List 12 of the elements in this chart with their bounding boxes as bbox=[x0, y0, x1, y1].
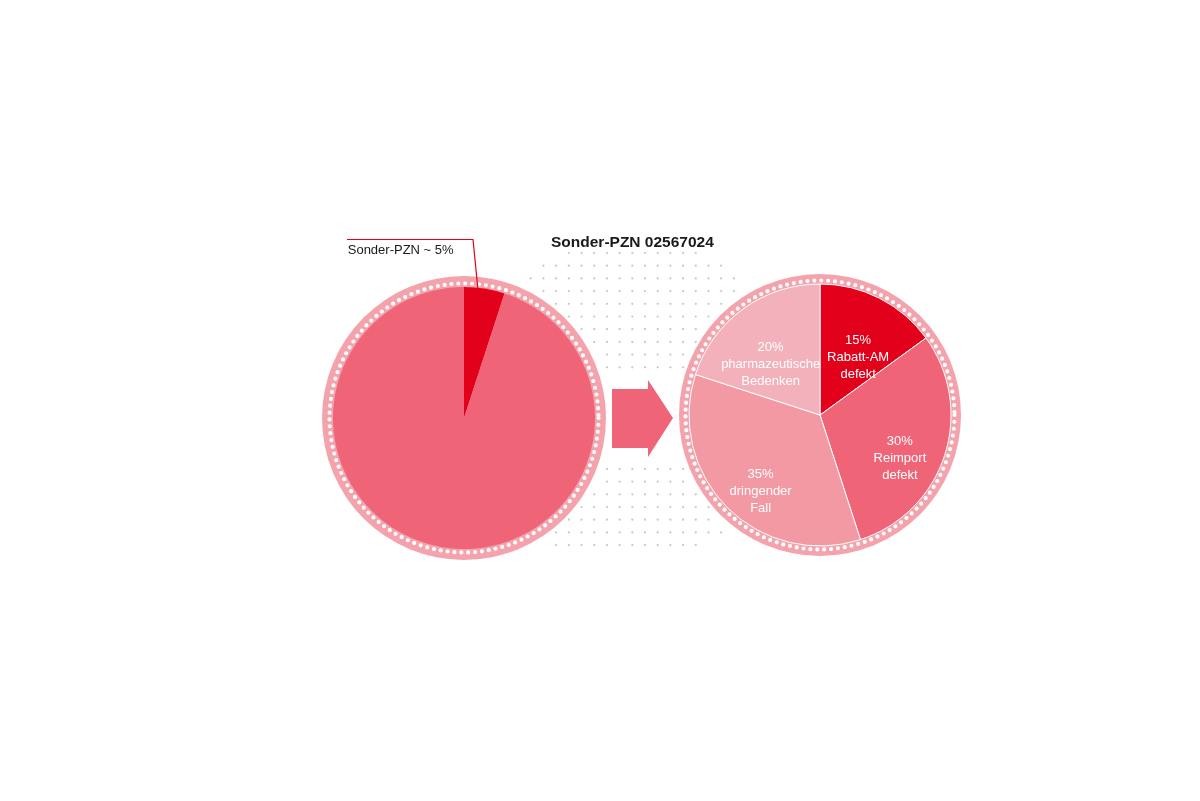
data-label: 15% bbox=[845, 332, 872, 348]
slice-label: pharmazeutische Bedenken bbox=[721, 356, 821, 389]
data-label: 20% bbox=[757, 339, 785, 355]
data-label: 30% bbox=[886, 432, 914, 448]
text: Sonder-PZN 02567024 bbox=[551, 232, 715, 250]
slice-label: Sonder-PZN ~ 5% bbox=[347, 242, 455, 258]
pie-slice bbox=[333, 287, 595, 549]
slice-label: Rabatt-AM defekt bbox=[827, 349, 890, 382]
slice-label: dringender Fall bbox=[729, 483, 793, 516]
data-label: 35% bbox=[747, 466, 775, 482]
slice-label: Reimport defekt bbox=[873, 449, 927, 482]
pie-slice bbox=[464, 287, 505, 418]
